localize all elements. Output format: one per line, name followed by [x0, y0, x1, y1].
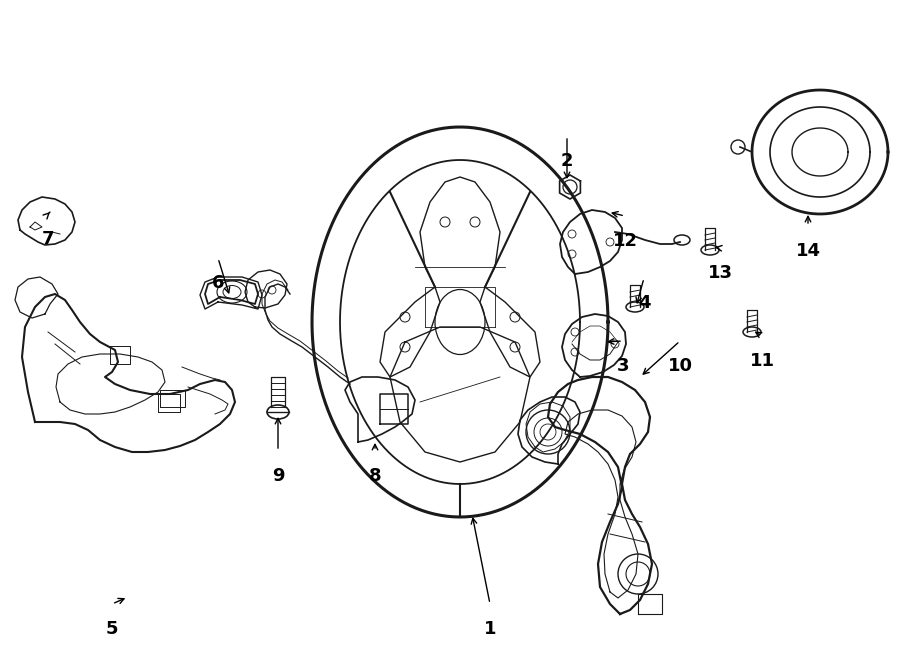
Text: 9: 9 — [272, 467, 284, 485]
Text: 7: 7 — [41, 230, 54, 248]
Text: 11: 11 — [750, 352, 775, 370]
Text: 13: 13 — [707, 264, 733, 282]
Text: 6: 6 — [212, 274, 224, 292]
Text: 4: 4 — [638, 294, 650, 312]
Text: 14: 14 — [796, 242, 821, 260]
Text: 5: 5 — [106, 620, 118, 638]
Text: 12: 12 — [613, 232, 637, 250]
Text: 10: 10 — [668, 357, 692, 375]
Text: 1: 1 — [484, 620, 496, 638]
Text: 8: 8 — [369, 467, 382, 485]
Text: 2: 2 — [561, 152, 573, 170]
Text: 3: 3 — [616, 357, 629, 375]
